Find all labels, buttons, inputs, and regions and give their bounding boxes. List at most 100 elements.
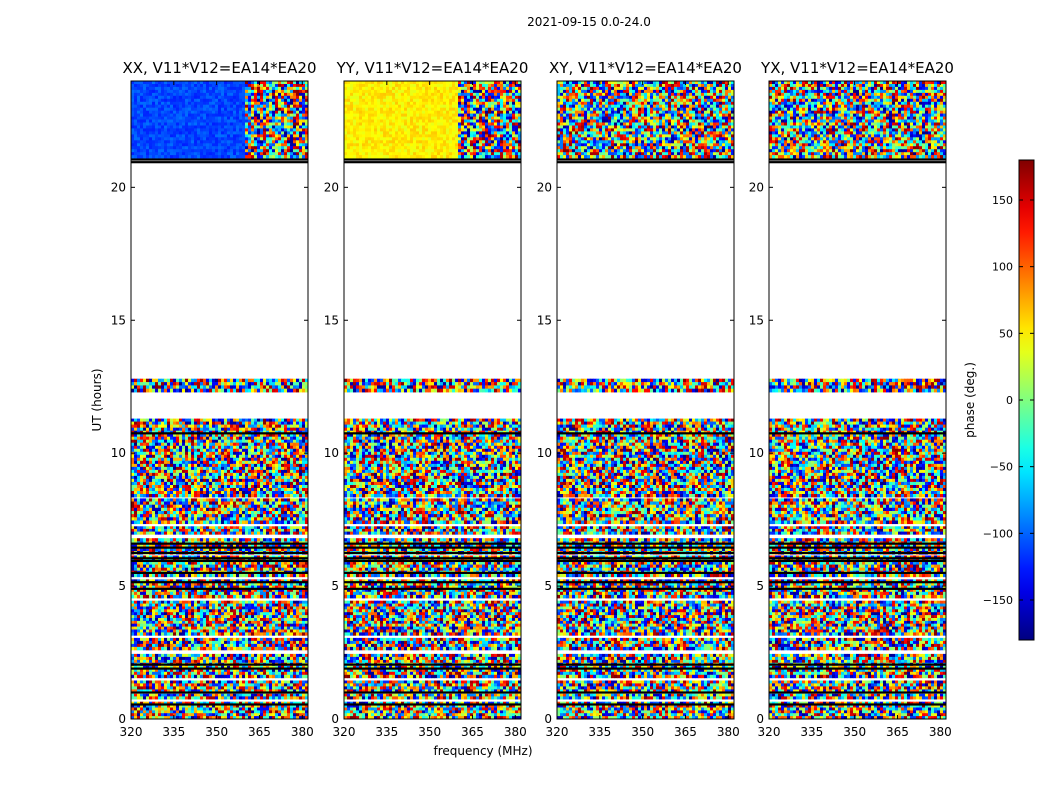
- flag-line: [557, 559, 734, 563]
- y-tick-label: 5: [331, 579, 339, 593]
- colorbar-tick-label: −100: [983, 527, 1013, 540]
- y-tick-label: 10: [111, 446, 126, 460]
- flag-line: [131, 546, 308, 549]
- data-band: [131, 81, 308, 159]
- heatmap-image: [344, 81, 521, 719]
- flag-line: [131, 161, 308, 164]
- data-band: [344, 378, 521, 393]
- data-band: [557, 693, 734, 700]
- flag-line: [557, 571, 734, 574]
- flag-line: [344, 551, 521, 555]
- data-band: [769, 526, 946, 535]
- heatmap-image: [769, 81, 946, 719]
- flag-line: [769, 546, 946, 549]
- flag-line: [344, 557, 521, 560]
- panel-yy: YY, V11*V12=EA14*EA20 320 335 350 365 380 0 5 10…: [324, 59, 529, 739]
- flag-line: [769, 161, 946, 164]
- y-tick-label: 20: [324, 180, 339, 194]
- axes-frame: [130, 80, 309, 720]
- flag-line: [344, 546, 521, 549]
- panel-yx: YX, V11*V12=EA14*EA20 320 335 350 365 380 0 5 10…: [749, 59, 954, 739]
- flag-line: [344, 542, 521, 545]
- flag-line: [344, 559, 521, 563]
- data-band: [344, 680, 521, 693]
- data-band: [344, 498, 521, 525]
- panel-title: YX, V11*V12=EA14*EA20: [760, 59, 954, 77]
- flag-line: [131, 691, 308, 694]
- colorbar-tick-label: 0: [1006, 394, 1013, 407]
- flag-line: [557, 691, 734, 694]
- flag-line: [769, 571, 946, 574]
- flag-line: [769, 551, 946, 555]
- data-band: [131, 526, 308, 535]
- colorbar-tick-label: 50: [999, 327, 1013, 340]
- x-tick-label: 380: [717, 725, 740, 739]
- flag-line: [769, 158, 946, 161]
- colorbar-tick-label: 150: [992, 194, 1013, 207]
- data-band: [769, 498, 946, 525]
- data-band: [769, 693, 946, 700]
- y-tick-label: 5: [544, 579, 552, 593]
- x-tick-label: 380: [504, 725, 527, 739]
- heatmap-image: [131, 81, 308, 719]
- x-axis-label: frequency (MHz): [433, 744, 532, 758]
- data-band: [557, 498, 734, 525]
- flag-line: [769, 559, 946, 563]
- data-band: [769, 378, 946, 393]
- flag-line: [557, 667, 734, 670]
- panel-title: YY, V11*V12=EA14*EA20: [336, 59, 529, 77]
- flag-line: [344, 663, 521, 666]
- data-band: [344, 637, 521, 651]
- data-band: [769, 600, 946, 636]
- data-band: [769, 418, 946, 498]
- flag-line: [769, 557, 946, 560]
- data-band: [557, 653, 734, 679]
- x-tick-label: 335: [800, 725, 823, 739]
- colorbar-tick-label: 100: [992, 261, 1013, 274]
- panels: XX, V11*V12=EA14*EA20 320 335 350 365 380 0 5 10…: [111, 59, 954, 739]
- x-tick-label: 320: [333, 725, 356, 739]
- data-band: [131, 600, 308, 636]
- y-tick-label: 0: [544, 712, 552, 726]
- x-tick-label: 365: [886, 725, 909, 739]
- data-band: [769, 653, 946, 679]
- y-tick-label: 5: [118, 579, 126, 593]
- data-band: [344, 81, 521, 159]
- flag-line: [557, 432, 734, 435]
- panel-xx: XX, V11*V12=EA14*EA20 320 335 350 365 380 0 5 10…: [111, 59, 317, 739]
- flag-line: [557, 551, 734, 555]
- flag-line: [557, 587, 734, 590]
- flag-line: [131, 432, 308, 435]
- flag-line: [131, 667, 308, 670]
- flag-line: [131, 581, 308, 584]
- x-tick-label: 335: [588, 725, 611, 739]
- flag-line: [557, 161, 734, 164]
- data-band: [557, 680, 734, 693]
- x-tick-label: 365: [674, 725, 697, 739]
- x-tick-label: 320: [546, 725, 569, 739]
- axes-frame: [768, 80, 947, 720]
- flag-line: [557, 542, 734, 545]
- y-tick-label: 10: [537, 446, 552, 460]
- panel-xy: XY, V11*V12=EA14*EA20 320 335 350 365 380 0 5 10…: [537, 59, 742, 739]
- x-tick-label: 350: [418, 725, 441, 739]
- flag-line: [131, 158, 308, 161]
- axes-frame: [343, 80, 522, 720]
- panel-title: XY, V11*V12=EA14*EA20: [549, 59, 742, 77]
- x-tick-label: 320: [758, 725, 781, 739]
- axes-frame: [556, 80, 735, 720]
- flag-line: [557, 581, 734, 584]
- x-tick-label: 335: [162, 725, 185, 739]
- flag-line: [769, 542, 946, 545]
- data-band: [557, 418, 734, 498]
- heatmap-image: [557, 81, 734, 719]
- panel-title: XX, V11*V12=EA14*EA20: [122, 59, 316, 77]
- flag-line: [769, 703, 946, 706]
- y-tick-label: 0: [118, 712, 126, 726]
- flag-line: [131, 557, 308, 560]
- colorbar-label: phase (deg.): [963, 362, 977, 438]
- data-band: [131, 378, 308, 393]
- y-tick-label: 10: [324, 446, 339, 460]
- colorbar: −150 −100 −50 0 50 100 150: [983, 159, 1035, 641]
- flag-line: [769, 663, 946, 666]
